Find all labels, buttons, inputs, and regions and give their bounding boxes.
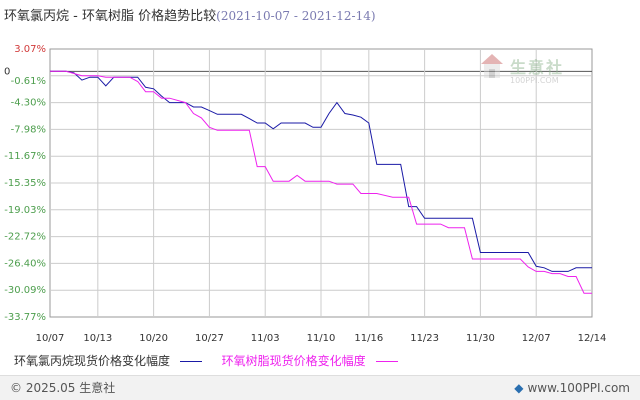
legend-swatch-series-a xyxy=(179,361,202,362)
y-tick-label: -7.98% xyxy=(11,124,46,135)
y-tick-label: -0.61% xyxy=(11,76,46,87)
x-tick-label: 11/03 xyxy=(251,333,280,344)
title-separator: - xyxy=(69,9,82,24)
legend-label-series-a: 环氧氯丙烷现货价格变化幅度 xyxy=(14,354,171,368)
x-axis-ticks: 10/07 10/13 10/20 10/27 11/03 11/10 11/16 11/23… xyxy=(36,333,607,344)
series-lines xyxy=(50,70,592,294)
x-tick-label: 12/14 xyxy=(578,333,607,344)
x-tick-label: 10/20 xyxy=(139,333,168,344)
y-tick-label: 0 xyxy=(4,66,10,77)
title-date-range: (2021-10-07 - 2021-12-14) xyxy=(216,9,376,23)
x-tick-label: 11/16 xyxy=(354,333,383,344)
title-series-a: 环氧氯丙烷 xyxy=(4,9,70,24)
legend: 环氧氯丙烷现货价格变化幅度 环氧树脂现货价格变化幅度 xyxy=(14,352,634,370)
y-tick-label: -4.30% xyxy=(11,98,46,109)
y-tick-label: -15.35% xyxy=(4,178,46,189)
y-axis-ticks: 3.07% 0-0.61% -4.30% -7.98% -11.67% -15.35% -1… xyxy=(4,44,46,323)
x-tick-label: 10/13 xyxy=(83,333,112,344)
x-tick-label: 11/30 xyxy=(466,333,495,344)
footer-site-link[interactable]: ◆ www.100PPI.com xyxy=(514,377,630,399)
legend-item-series-b: 环氧树脂现货价格变化幅度 xyxy=(222,352,398,370)
chart-title: 环氧氯丙烷 - 环氧树脂 价格趋势比较(2021-10-07 - 2021-12… xyxy=(4,6,636,26)
y-tick-label: 3.07% xyxy=(14,44,46,55)
x-tick-label: 10/07 xyxy=(36,333,65,344)
y-tick-label: -30.09% xyxy=(4,285,46,296)
legend-label-series-b: 环氧树脂现货价格变化幅度 xyxy=(221,354,366,368)
y-tick-label: -26.40% xyxy=(4,258,46,269)
footer-copyright: © 2025.05 生意社 xyxy=(10,381,116,395)
x-tick-label: 12/07 xyxy=(522,333,551,344)
series-line-epoxy-resin xyxy=(50,70,592,294)
y-tick-label: -22.72% xyxy=(4,232,46,243)
footer-bar: © 2025.05 生意社 ◆ www.100PPI.com xyxy=(0,375,640,400)
y-tick-label: -11.67% xyxy=(4,151,46,162)
y-tick-label: -19.03% xyxy=(4,205,46,216)
grid-lines xyxy=(50,49,592,317)
footer-site-text: www.100PPI.com xyxy=(527,381,630,395)
x-tick-label: 10/27 xyxy=(195,333,224,344)
title-suffix: 价格趋势比较 xyxy=(134,9,217,24)
x-tick-label: 11/10 xyxy=(307,333,336,344)
legend-swatch-series-b xyxy=(375,361,398,362)
y-tick-label: -33.77% xyxy=(4,312,46,323)
x-tick-label: 11/23 xyxy=(410,333,439,344)
title-series-b: 环氧树脂 xyxy=(81,9,134,24)
site-logo-icon: ◆ xyxy=(514,381,524,395)
legend-item-series-a: 环氧氯丙烷现货价格变化幅度 xyxy=(14,352,202,370)
